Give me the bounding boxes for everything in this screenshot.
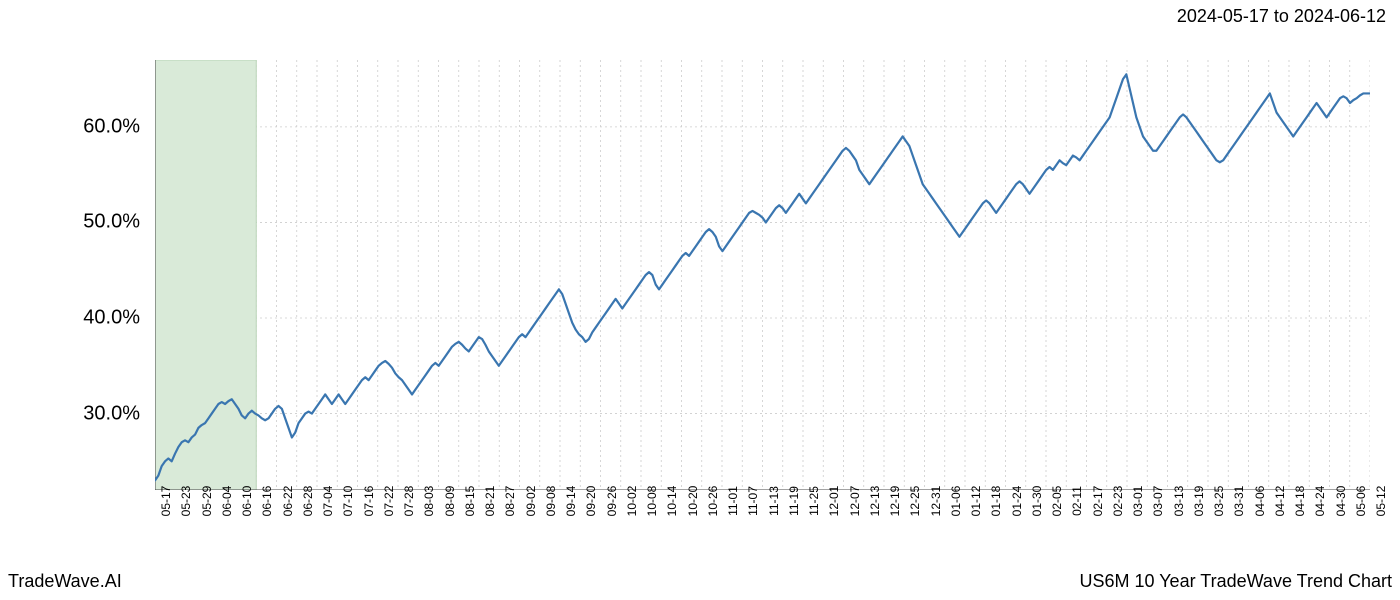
date-range-label: 2024-05-17 to 2024-06-12 <box>1177 6 1386 27</box>
x-tick-label: 01-06 <box>949 486 963 517</box>
x-tick-label: 01-12 <box>969 486 983 517</box>
x-tick-label: 05-23 <box>179 486 193 517</box>
x-tick-label: 03-31 <box>1232 486 1246 517</box>
trend-chart <box>155 60 1370 490</box>
y-tick-label: 30.0% <box>83 402 140 425</box>
x-tick-label: 08-27 <box>503 486 517 517</box>
x-tick-label: 10-02 <box>625 486 639 517</box>
x-tick-label: 04-06 <box>1253 486 1267 517</box>
x-tick-label: 03-07 <box>1151 486 1165 517</box>
y-axis: 30.0% 40.0% 50.0% 60.0% <box>0 60 150 490</box>
x-tick-label: 07-16 <box>362 486 376 517</box>
x-tick-label: 09-26 <box>605 486 619 517</box>
x-tick-label: 03-25 <box>1212 486 1226 517</box>
x-tick-label: 11-13 <box>767 486 781 516</box>
x-tick-label: 06-28 <box>301 486 315 517</box>
x-tick-label: 01-30 <box>1030 486 1044 517</box>
x-tick-label: 08-03 <box>422 486 436 517</box>
x-tick-label: 11-19 <box>787 486 801 516</box>
x-tick-label: 09-14 <box>564 486 578 517</box>
x-tick-label: 09-08 <box>544 486 558 517</box>
x-tick-label: 07-28 <box>402 486 416 517</box>
x-tick-label: 03-01 <box>1131 486 1145 517</box>
x-tick-label: 03-13 <box>1172 486 1186 517</box>
x-tick-label: 05-29 <box>200 486 214 517</box>
x-tick-label: 02-11 <box>1070 486 1084 516</box>
x-tick-label: 12-13 <box>868 486 882 517</box>
y-tick-label: 50.0% <box>83 211 140 234</box>
x-tick-label: 06-22 <box>281 486 295 517</box>
x-tick-label: 06-10 <box>240 486 254 517</box>
x-tick-label: 01-24 <box>1010 486 1024 517</box>
x-tick-label: 10-26 <box>706 486 720 517</box>
x-tick-label: 12-19 <box>888 486 902 517</box>
x-tick-label: 03-19 <box>1192 486 1206 517</box>
x-tick-label: 02-17 <box>1091 486 1105 517</box>
x-tick-label: 05-12 <box>1374 486 1388 517</box>
x-tick-label: 02-05 <box>1050 486 1064 517</box>
x-tick-label: 04-30 <box>1334 486 1348 517</box>
x-tick-label: 06-04 <box>220 486 234 517</box>
x-tick-label: 07-04 <box>321 486 335 517</box>
x-tick-label: 09-02 <box>524 486 538 517</box>
x-tick-label: 08-15 <box>463 486 477 517</box>
x-tick-label: 10-20 <box>686 486 700 517</box>
brand-label: TradeWave.AI <box>8 571 122 592</box>
x-tick-label: 07-10 <box>341 486 355 517</box>
x-tick-label: 04-24 <box>1313 486 1327 517</box>
x-tick-label: 09-20 <box>584 486 598 517</box>
x-tick-label: 12-07 <box>848 486 862 517</box>
x-tick-label: 12-25 <box>908 486 922 517</box>
x-tick-label: 05-06 <box>1354 486 1368 517</box>
x-tick-label: 12-31 <box>929 486 943 517</box>
x-tick-label: 11-25 <box>807 486 821 516</box>
x-tick-label: 10-08 <box>645 486 659 517</box>
x-tick-label: 10-14 <box>665 486 679 517</box>
y-tick-label: 40.0% <box>83 307 140 330</box>
x-tick-label: 05-17 <box>159 486 173 517</box>
x-tick-label: 08-09 <box>443 486 457 517</box>
x-tick-label: 08-21 <box>483 486 497 517</box>
x-tick-label: 04-12 <box>1273 486 1287 517</box>
x-tick-label: 11-07 <box>746 486 760 516</box>
x-axis: 05-1705-2305-2906-0406-1006-1606-2206-28… <box>155 495 1370 565</box>
x-tick-label: 06-16 <box>260 486 274 517</box>
x-tick-label: 12-01 <box>827 486 841 517</box>
chart-title-label: US6M 10 Year TradeWave Trend Chart <box>1080 571 1393 592</box>
x-tick-label: 01-18 <box>989 486 1003 517</box>
x-tick-label: 02-23 <box>1111 486 1125 517</box>
x-tick-label: 04-18 <box>1293 486 1307 517</box>
x-tick-label: 07-22 <box>382 486 396 517</box>
x-tick-label: 11-01 <box>726 486 740 516</box>
y-tick-label: 60.0% <box>83 115 140 138</box>
